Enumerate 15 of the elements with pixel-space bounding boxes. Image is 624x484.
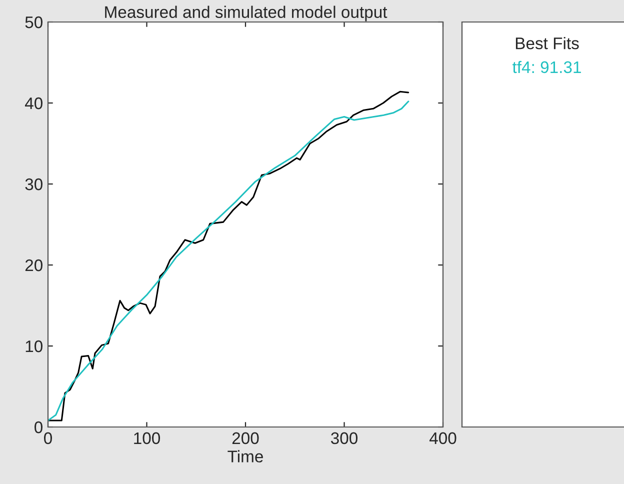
x-tick-label: 400 — [429, 432, 456, 444]
x-tick-label: 200 — [232, 432, 259, 444]
y-tick-label: 30 — [25, 178, 42, 190]
y-tick-label: 0 — [34, 421, 42, 434]
text: tf4: 91.31 — [512, 60, 581, 74]
x-axis-title: Time — [228, 450, 263, 462]
y-tick-label: 50 — [25, 16, 42, 28]
chart-title: Measured and simulated model output — [105, 6, 388, 22]
x-tick-label: 300 — [330, 432, 358, 444]
y-tick-label: 20 — [25, 259, 42, 272]
y-tick-label: 40 — [24, 97, 42, 110]
x-tick-label: 0 — [44, 432, 52, 444]
y-tick-label: 10 — [26, 340, 42, 352]
legend-title: Best Fits — [516, 37, 579, 50]
x-tick-label: 100 — [134, 432, 160, 444]
